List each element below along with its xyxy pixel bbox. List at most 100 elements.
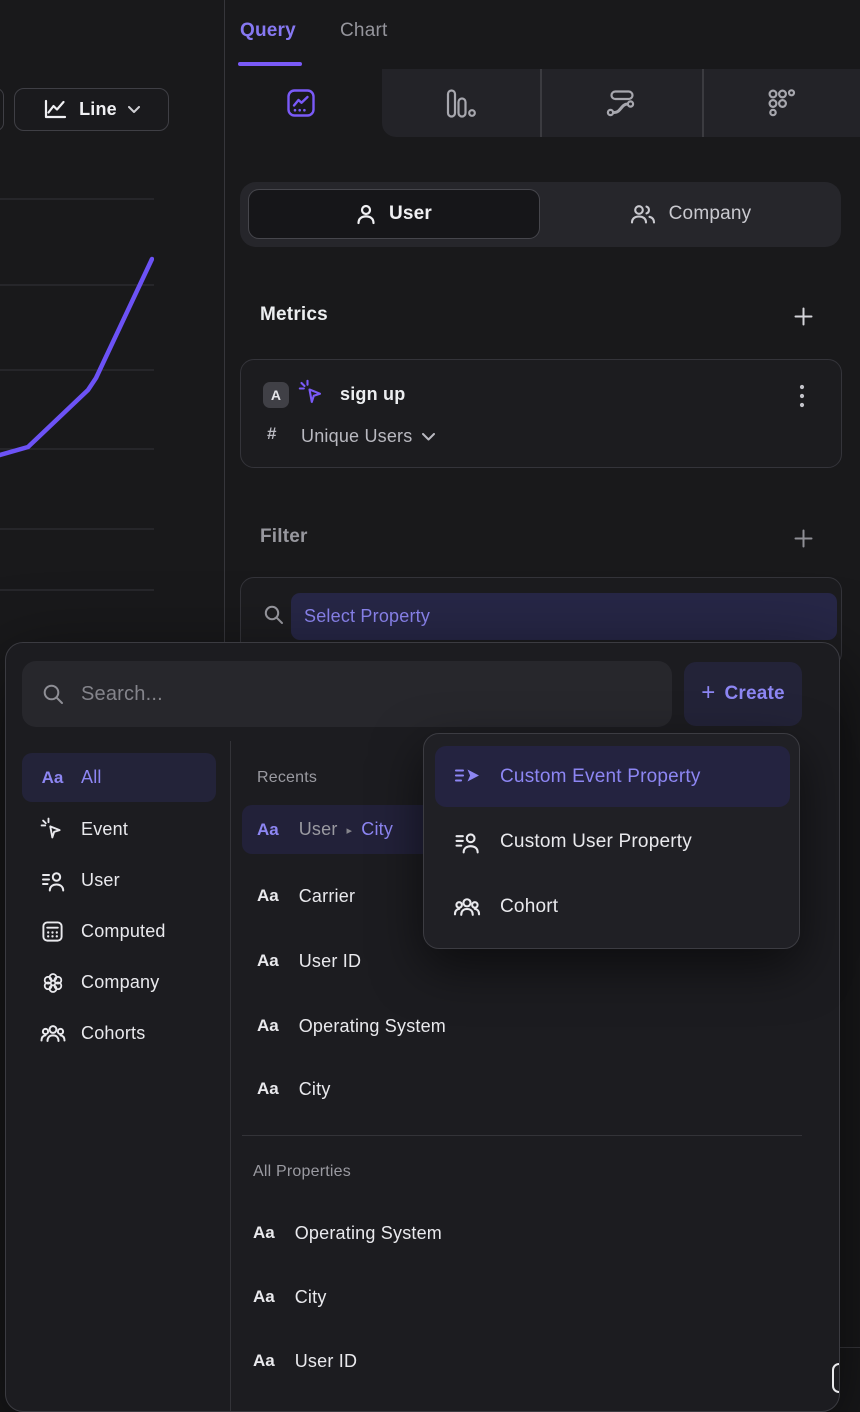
event-spark-icon	[298, 379, 322, 403]
category-company[interactable]: Company	[22, 958, 216, 1007]
custom-event-property-icon	[454, 768, 479, 782]
plus-icon	[794, 529, 813, 548]
menu-item-label: Custom User Property	[500, 831, 692, 852]
category-label: User	[81, 870, 120, 890]
scope-option-company[interactable]: Company	[548, 189, 833, 239]
aa-glyph: Aa	[253, 1223, 275, 1242]
insights-icon	[287, 89, 315, 117]
menu-item-label: Custom Event Property	[500, 765, 701, 787]
aa-glyph: Aa	[257, 951, 279, 970]
aggregation-hash-icon: #	[267, 424, 277, 443]
category-label: Cohorts	[81, 1023, 146, 1043]
kebab-icon	[799, 384, 805, 408]
property-item-label: User ID	[294, 1350, 358, 1371]
aggregation-label: Unique Users	[301, 426, 413, 446]
chart-type-label: Line	[79, 99, 117, 119]
recent-item[interactable]: Aa User ID	[242, 941, 361, 981]
aa-glyph: Aa	[257, 886, 279, 905]
filter-title: Filter	[260, 526, 308, 547]
recent-item-label: City	[298, 1078, 331, 1099]
aa-glyph: Aa	[41, 767, 64, 787]
menu-item-custom-event-property[interactable]: Custom Event Property	[435, 746, 790, 807]
scrollbar-thumb[interactable]	[832, 1363, 839, 1393]
scope-option-user[interactable]: User	[248, 189, 540, 239]
plus-icon: +	[701, 679, 716, 706]
category-user[interactable]: User	[22, 856, 216, 905]
picker-search-input[interactable]	[81, 682, 621, 706]
property-item-label: Operating System	[294, 1222, 442, 1243]
person-icon	[357, 204, 375, 224]
recent-item-label: Operating System	[298, 1015, 446, 1036]
tab-insights[interactable]	[286, 88, 316, 118]
scope-user-label: User	[388, 203, 433, 224]
search-icon	[43, 684, 63, 704]
scope-toggle: User Company	[240, 182, 841, 247]
plus-icon	[794, 307, 813, 326]
aa-glyph: Aa	[257, 819, 279, 839]
chevron-down-icon	[127, 105, 140, 113]
people-icon	[630, 204, 655, 224]
category-all[interactable]: Aa All	[22, 753, 216, 802]
cohort-icon	[453, 898, 481, 916]
category-cohorts[interactable]: Cohorts	[22, 1009, 216, 1058]
strip-divider	[702, 69, 704, 137]
search-icon	[264, 605, 283, 624]
create-button-label: Create	[724, 683, 785, 704]
create-menu: Custom Event Property Custom User Proper…	[423, 733, 800, 949]
property-item-label: City	[294, 1286, 327, 1307]
menu-item-cohort[interactable]: Cohort	[424, 877, 801, 937]
company-icon	[43, 972, 62, 993]
funnel-bars-icon	[446, 88, 476, 118]
chevron-down-icon	[422, 432, 436, 440]
select-property-text: Select Property	[304, 606, 431, 626]
recent-item[interactable]: Aa City	[242, 1069, 331, 1109]
tab-funnels[interactable]	[382, 69, 540, 137]
add-metric-button[interactable]	[794, 307, 813, 326]
create-button[interactable]: + Create	[684, 662, 802, 726]
breadcrumb-arrow-icon: ▸	[346, 825, 353, 837]
list-divider	[242, 1135, 802, 1136]
recent-item-label: User ID	[298, 950, 362, 971]
computed-icon	[42, 921, 63, 942]
metric-menu-button[interactable]	[799, 384, 805, 408]
tab-chart[interactable]: Chart	[340, 20, 388, 41]
aggregation-selector[interactable]: Unique Users	[301, 426, 436, 447]
category-computed[interactable]: Computed	[22, 907, 216, 956]
category-label: Event	[81, 819, 129, 839]
metric-card[interactable]: A sign up # Unique Users	[240, 359, 842, 468]
category-event[interactable]: Event	[22, 805, 216, 854]
metrics-title: Metrics	[260, 304, 328, 325]
aa-glyph: Aa	[257, 1016, 279, 1035]
category-label: Company	[81, 972, 160, 992]
menu-item-custom-user-property[interactable]: Custom User Property	[424, 812, 801, 872]
cohorts-icon	[40, 1025, 65, 1042]
flows-icon	[606, 90, 635, 117]
background-divider-fragment	[840, 1347, 860, 1348]
custom-user-property-icon	[455, 832, 479, 853]
aa-glyph: Aa	[253, 1287, 275, 1306]
aa-glyph: Aa	[257, 1079, 279, 1098]
tab-query[interactable]: Query	[240, 20, 296, 41]
strip-divider	[540, 69, 542, 137]
add-filter-button[interactable]	[794, 529, 813, 548]
retention-dots-icon	[767, 89, 795, 117]
property-item[interactable]: Aa User ID	[242, 1341, 357, 1381]
recent-item[interactable]: Aa Operating System	[242, 1006, 446, 1046]
scope-company-label: Company	[668, 203, 752, 224]
line-chart-icon	[44, 99, 67, 119]
property-item[interactable]: Aa Operating System	[242, 1213, 442, 1253]
tab-flows[interactable]	[541, 69, 702, 137]
picker-search-bar	[22, 661, 672, 727]
chart-type-selector[interactable]: Line	[14, 88, 169, 131]
metric-event-name[interactable]: sign up	[340, 384, 406, 404]
select-property-field[interactable]: Select Property	[291, 593, 837, 640]
active-tab-underline	[238, 62, 302, 66]
recent-item[interactable]: Aa Carrier	[242, 876, 355, 916]
recents-title: Recents	[257, 769, 318, 786]
recent-name-label: City	[361, 819, 394, 839]
clipped-button-fragment[interactable]	[0, 88, 4, 131]
recent-parent-label: User	[298, 819, 338, 839]
property-item[interactable]: Aa City	[242, 1277, 327, 1317]
tab-retention[interactable]	[703, 69, 860, 137]
all-properties-title: All Properties	[253, 1163, 351, 1180]
